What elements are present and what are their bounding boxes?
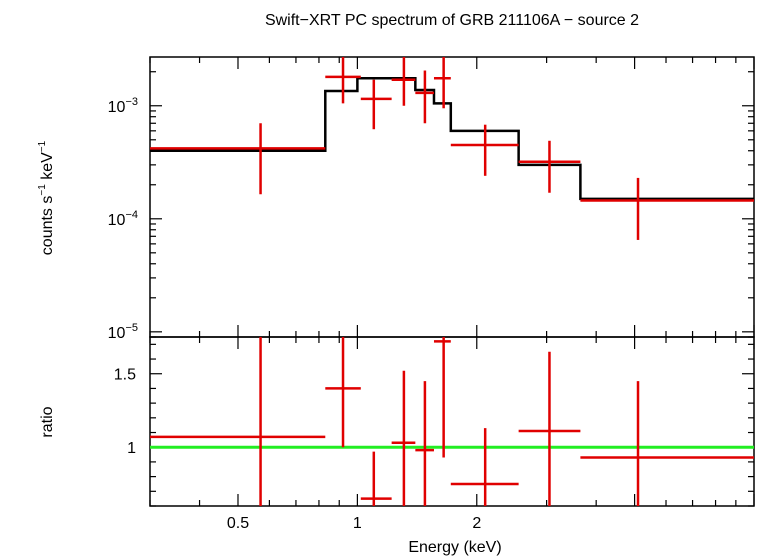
ratio-point bbox=[450, 428, 519, 506]
ratio-point bbox=[325, 337, 361, 448]
model-step-line bbox=[150, 77, 754, 201]
energy-x-axis-label: Energy (keV) bbox=[408, 539, 501, 556]
ratio-panel: 11.5 0.5 1 2 ratio Energy (keV) bbox=[39, 336, 755, 556]
ratio-point bbox=[433, 337, 451, 458]
ratio-point bbox=[518, 351, 581, 506]
energy-tick-label: 0.5 bbox=[227, 515, 249, 532]
data-point bbox=[580, 177, 754, 240]
chart-title: Swift−XRT PC spectrum of GRB 211106A − s… bbox=[265, 12, 639, 29]
data-points bbox=[150, 57, 754, 240]
spectrum-ticks bbox=[149, 57, 755, 338]
data-point bbox=[433, 57, 451, 109]
y-tick-label: 10−4 bbox=[108, 209, 138, 229]
ratio-y-tick-label: 1 bbox=[127, 440, 136, 457]
energy-tick-label: 2 bbox=[472, 515, 481, 532]
ratio-point bbox=[360, 451, 392, 506]
energy-tick-labels: 0.5 1 2 bbox=[227, 515, 481, 532]
ratio-point bbox=[580, 381, 754, 506]
ratio-point bbox=[415, 381, 434, 506]
ratio-y-tick-label: 1.5 bbox=[114, 367, 136, 384]
spectrum-panel: 10−5 10−4 10−3 counts s−1 keV−1 bbox=[37, 56, 755, 342]
data-point bbox=[450, 124, 519, 176]
spectrum-y-tick-labels: 10−5 10−4 10−3 bbox=[108, 96, 138, 342]
ratio-y-axis-label: ratio bbox=[39, 406, 56, 437]
spectrum-frame bbox=[149, 56, 755, 338]
y-tick-label: 10−5 bbox=[108, 322, 138, 342]
ratio-point bbox=[150, 337, 326, 506]
ratio-y-tick-labels: 11.5 bbox=[114, 367, 136, 457]
data-point bbox=[360, 79, 392, 130]
data-point bbox=[325, 57, 361, 104]
ratio-ticks bbox=[149, 337, 755, 507]
ratio-points bbox=[150, 337, 754, 506]
spectrum-y-axis-label: counts s−1 keV−1 bbox=[37, 140, 56, 255]
data-point bbox=[518, 140, 581, 193]
data-point bbox=[415, 70, 434, 124]
energy-tick-label: 1 bbox=[353, 515, 362, 532]
model-steps bbox=[150, 77, 754, 201]
ratio-frame bbox=[149, 336, 755, 507]
data-point bbox=[150, 123, 326, 195]
data-point bbox=[391, 57, 416, 106]
y-tick-label: 10−3 bbox=[108, 96, 138, 116]
ratio-point bbox=[391, 370, 416, 506]
